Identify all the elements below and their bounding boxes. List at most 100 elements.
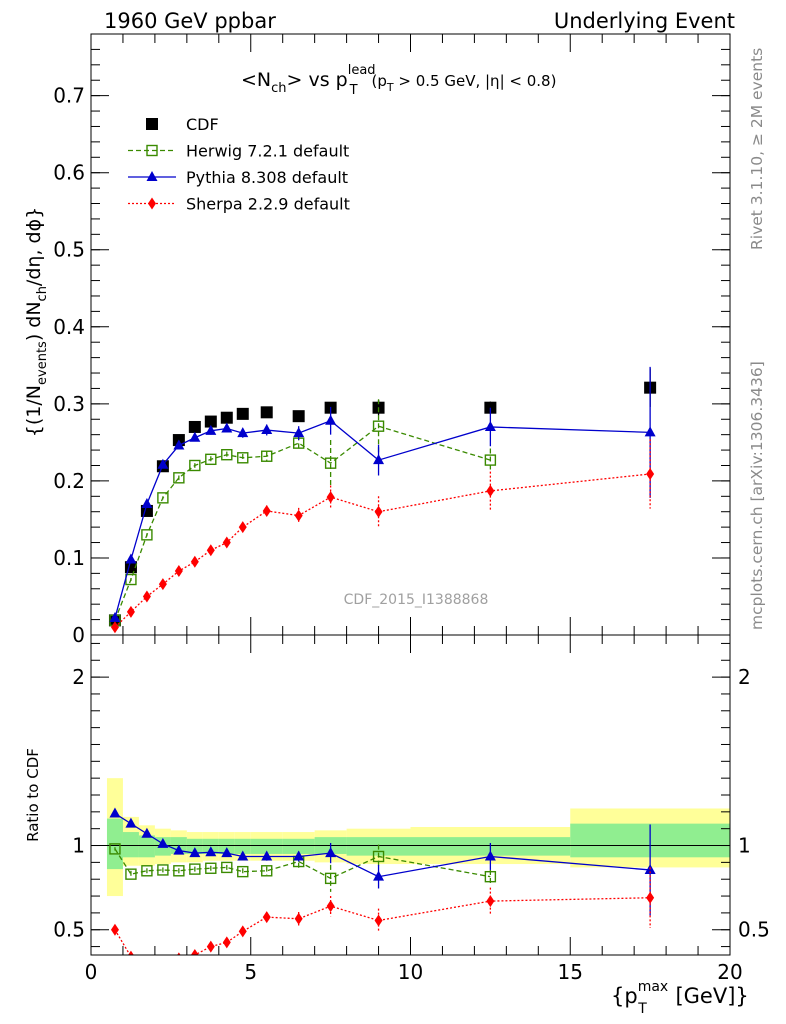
ratio-point [484,850,496,861]
ratio-point [261,865,273,877]
legend-marker [146,171,158,181]
ratio-ylabel: Ratio to CDF [24,748,42,842]
main-line-pythia-8-308-default [114,420,651,619]
main-point [188,420,201,433]
ratio-ytick-label: 1 [72,834,85,858]
rivet-version-label: Rivet 3.1.10, ≥ 2M events [748,48,766,250]
main-point [126,605,135,618]
ratio-band-green [282,838,315,854]
ratio-band-green [218,838,235,854]
ylabel-part-c: /dη, dϕ} [23,207,45,286]
ratio-point [173,865,185,877]
ratio-point [326,900,335,913]
ratio-band-green [186,838,203,854]
xlabel-part-b: [GeV]} [669,984,749,1008]
title-part-c: (p [372,72,387,90]
main-ytick-label: 0.5 [53,238,85,262]
main-ytick-label: 0.1 [53,546,85,570]
ratio-point [205,846,217,857]
main-point [157,458,169,469]
main-point [109,612,121,623]
main-point [236,407,249,420]
ratio-xtick-label: 10 [398,960,423,984]
main-point [205,453,217,466]
title-part-a: <N [241,69,271,91]
xlabel-part-a-sub: T [637,1001,647,1017]
ratio-line-herwig-7-2-1-default [114,848,491,880]
main-point [262,504,271,517]
main-point [206,544,215,557]
main-point [221,422,233,433]
main-title: <Nch> vs plead T(pT > 0.5 GeV, |η| < 0.8) [241,63,556,98]
ratio-point [262,911,271,924]
ratio-band-green [250,838,283,854]
xlabel-part-a-sup: max [638,979,669,995]
legend-entry-sherpa-2-2-9-default: Sherpa 2.2.9 default [128,195,350,214]
main-point [110,621,119,634]
ratio-xtick-label: 5 [244,960,257,984]
main-ytick-label: 0.2 [53,469,85,493]
main-point [190,555,199,568]
main-point [374,505,383,518]
main-point [237,427,249,438]
main-ytick-label: 0.4 [53,315,85,339]
main-point [644,426,656,437]
ratio-ytick-label-right: 0.5 [738,918,770,942]
main-point [486,484,495,497]
title-part-d: > 0.5 GeV, |η| < 0.8) [394,72,557,90]
main-point [261,424,273,435]
main-point [174,565,183,578]
main-point [325,414,337,425]
main-point [157,492,169,504]
ratio-point [190,949,199,955]
main-series-cdf [108,368,657,627]
main-point [294,509,303,522]
mcplots-reference-label: mcplots.cern.ch [arXiv:1306.3436] [748,361,766,630]
ratio-panel: 0.5 0.5 1 1 2 2 0 5 10 15 20 Ratio to CDF {pmax T … [24,634,770,1017]
ratio-point [222,936,231,949]
main-ylabel: {(1/Nevents) dNch/dη, dϕ} [23,207,50,437]
ratio-point [261,850,273,861]
legend-label: Sherpa 2.2.9 default [186,195,350,214]
ratio-point [293,850,305,861]
ratio-band-green [138,835,155,858]
ratio-point [373,870,385,881]
main-point [142,590,151,603]
ratio-point [221,847,233,858]
ratio-point [141,827,153,838]
ratio-point [189,847,201,858]
ratio-point [143,956,151,968]
main-point [292,410,305,423]
main-point [293,427,305,438]
legend-entry-pythia-8-308-default: Pythia 8.308 default [128,168,348,187]
ratio-band-green [122,832,139,858]
main-line-herwig-7-2-1-default [114,425,491,621]
main-point [173,439,185,450]
legend-marker [146,144,158,157]
main-point [141,529,153,541]
main-point [222,536,231,549]
ratio-series-pythia-8-308-default [109,807,656,916]
title-part-b: > vs p [287,69,348,91]
legend-entry-cdf: CDF [146,115,219,134]
main-point [372,420,385,432]
ratio-point [374,914,383,927]
main-point [237,452,249,464]
ratio-point [237,865,249,878]
legend-label: CDF [186,115,219,134]
main-point [646,467,655,480]
main-point [238,521,247,534]
ratio-point [237,850,249,861]
legend-label: Pythia 8.308 default [186,168,348,187]
ratio-point [238,925,247,938]
ylabel-part-b: ) dN [23,301,45,341]
ratio-point [125,817,137,828]
main-point [189,459,201,472]
main-ytick-label: 0.6 [53,161,85,185]
ratio-point [324,872,337,885]
legend-marker [146,118,158,130]
ratio-point [159,957,167,969]
ratio-point [177,952,181,955]
ratio-point [109,807,121,818]
legend: CDF Herwig 7.2.1 default Pythia 8.308 defa… [128,115,350,214]
